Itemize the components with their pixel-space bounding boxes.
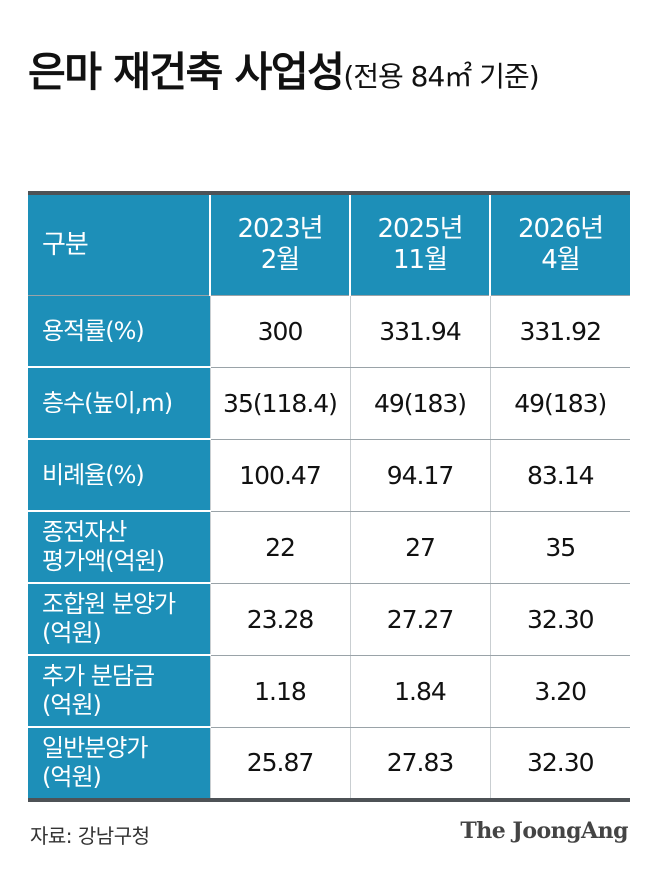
table-cell: 331.92: [489, 295, 630, 368]
row-label: 추가 분담금 (억원): [28, 655, 210, 728]
header-col-year: 2023년: [237, 214, 323, 244]
row-label: 종전자산 평가액(억원): [28, 511, 210, 584]
table-cell: 94.17: [349, 439, 490, 512]
row-label-line: 평가액(억원): [42, 547, 165, 575]
data-table: 구분 2023년 2월 2025년 11월 2026년 4월 용적률(%) 30…: [28, 191, 630, 802]
table-cell: 49(183): [349, 367, 490, 440]
header-col-2023-02: 2023년 2월: [209, 191, 350, 296]
table-cell: 27.83: [349, 727, 490, 802]
table-row: 종전자산 평가액(억원) 22 27 35: [28, 511, 630, 584]
table-cell: 1.18: [209, 655, 350, 728]
publisher-logo: The JoongAng: [460, 818, 628, 844]
table-cell: 35: [489, 511, 630, 584]
table-row: 일반분양가 (억원) 25.87 27.83 32.30: [28, 727, 630, 802]
row-label: 층수(높이,m): [28, 367, 210, 440]
row-label-line: 층수(높이,m): [42, 388, 173, 417]
table-cell: 23.28: [209, 583, 350, 656]
table-cell: 83.14: [489, 439, 630, 512]
row-label-line: (억원): [42, 763, 102, 791]
row-label-line: (억원): [42, 691, 102, 719]
table-cell: 32.30: [489, 583, 630, 656]
table-row: 비례율(%) 100.47 94.17 83.14: [28, 439, 630, 512]
row-label-line: 추가 분담금: [42, 662, 155, 690]
table-cell: 1.84: [349, 655, 490, 728]
row-label: 조합원 분양가 (억원): [28, 583, 210, 656]
table-row: 조합원 분양가 (억원) 23.28 27.27 32.30: [28, 583, 630, 656]
header-col-month: 11월: [392, 245, 448, 275]
header-col-year: 2026년: [517, 214, 604, 244]
table-row: 용적률(%) 300 331.94 331.92: [28, 295, 630, 368]
row-label: 비례율(%): [28, 439, 210, 512]
table-cell: 49(183): [489, 367, 630, 440]
row-label-line: (억원): [42, 619, 102, 647]
table-header-row: 구분 2023년 2월 2025년 11월 2026년 4월: [28, 191, 630, 296]
row-label-line: 용적률(%): [42, 316, 145, 345]
table-row: 추가 분담금 (억원) 1.18 1.84 3.20: [28, 655, 630, 728]
table-cell: 27.27: [349, 583, 490, 656]
header-label: 구분: [28, 191, 210, 296]
row-label-line: 조합원 분양가: [42, 590, 176, 618]
title-main: 은마 재건축 사업성: [28, 48, 345, 96]
table-cell: 100.47: [209, 439, 350, 512]
chart-title: 은마 재건축 사업성(전용 84㎡ 기준): [28, 38, 540, 98]
table-cell: 35(118.4): [209, 367, 350, 440]
table-cell: 25.87: [209, 727, 350, 802]
table-cell: 3.20: [489, 655, 630, 728]
row-label: 일반분양가 (억원): [28, 727, 210, 802]
table-cell: 27: [349, 511, 490, 584]
table-cell: 32.30: [489, 727, 630, 802]
header-col-month: 4월: [541, 245, 580, 275]
row-label-line: 일반분양가: [42, 734, 148, 762]
header-col-2025-11: 2025년 11월: [349, 191, 490, 296]
table-cell: 331.94: [349, 295, 490, 368]
source-note: 자료: 강남구청: [30, 824, 150, 848]
title-sub: (전용 84㎡ 기준): [343, 60, 539, 93]
table-cell: 300: [209, 295, 350, 368]
header-col-year: 2025년: [377, 214, 463, 244]
row-label-line: 비례율(%): [42, 460, 145, 489]
header-col-month: 2월: [260, 245, 300, 275]
table-row: 층수(높이,m) 35(118.4) 49(183) 49(183): [28, 367, 630, 440]
table-cell: 22: [209, 511, 350, 584]
row-label: 용적률(%): [28, 295, 210, 368]
row-label-line: 종전자산: [42, 518, 127, 546]
header-col-2026-04: 2026년 4월: [489, 191, 630, 296]
